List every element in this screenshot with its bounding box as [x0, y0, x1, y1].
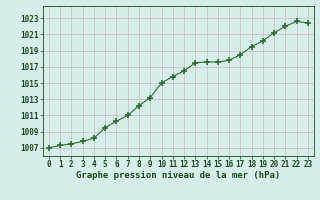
X-axis label: Graphe pression niveau de la mer (hPa): Graphe pression niveau de la mer (hPa) — [76, 171, 281, 180]
